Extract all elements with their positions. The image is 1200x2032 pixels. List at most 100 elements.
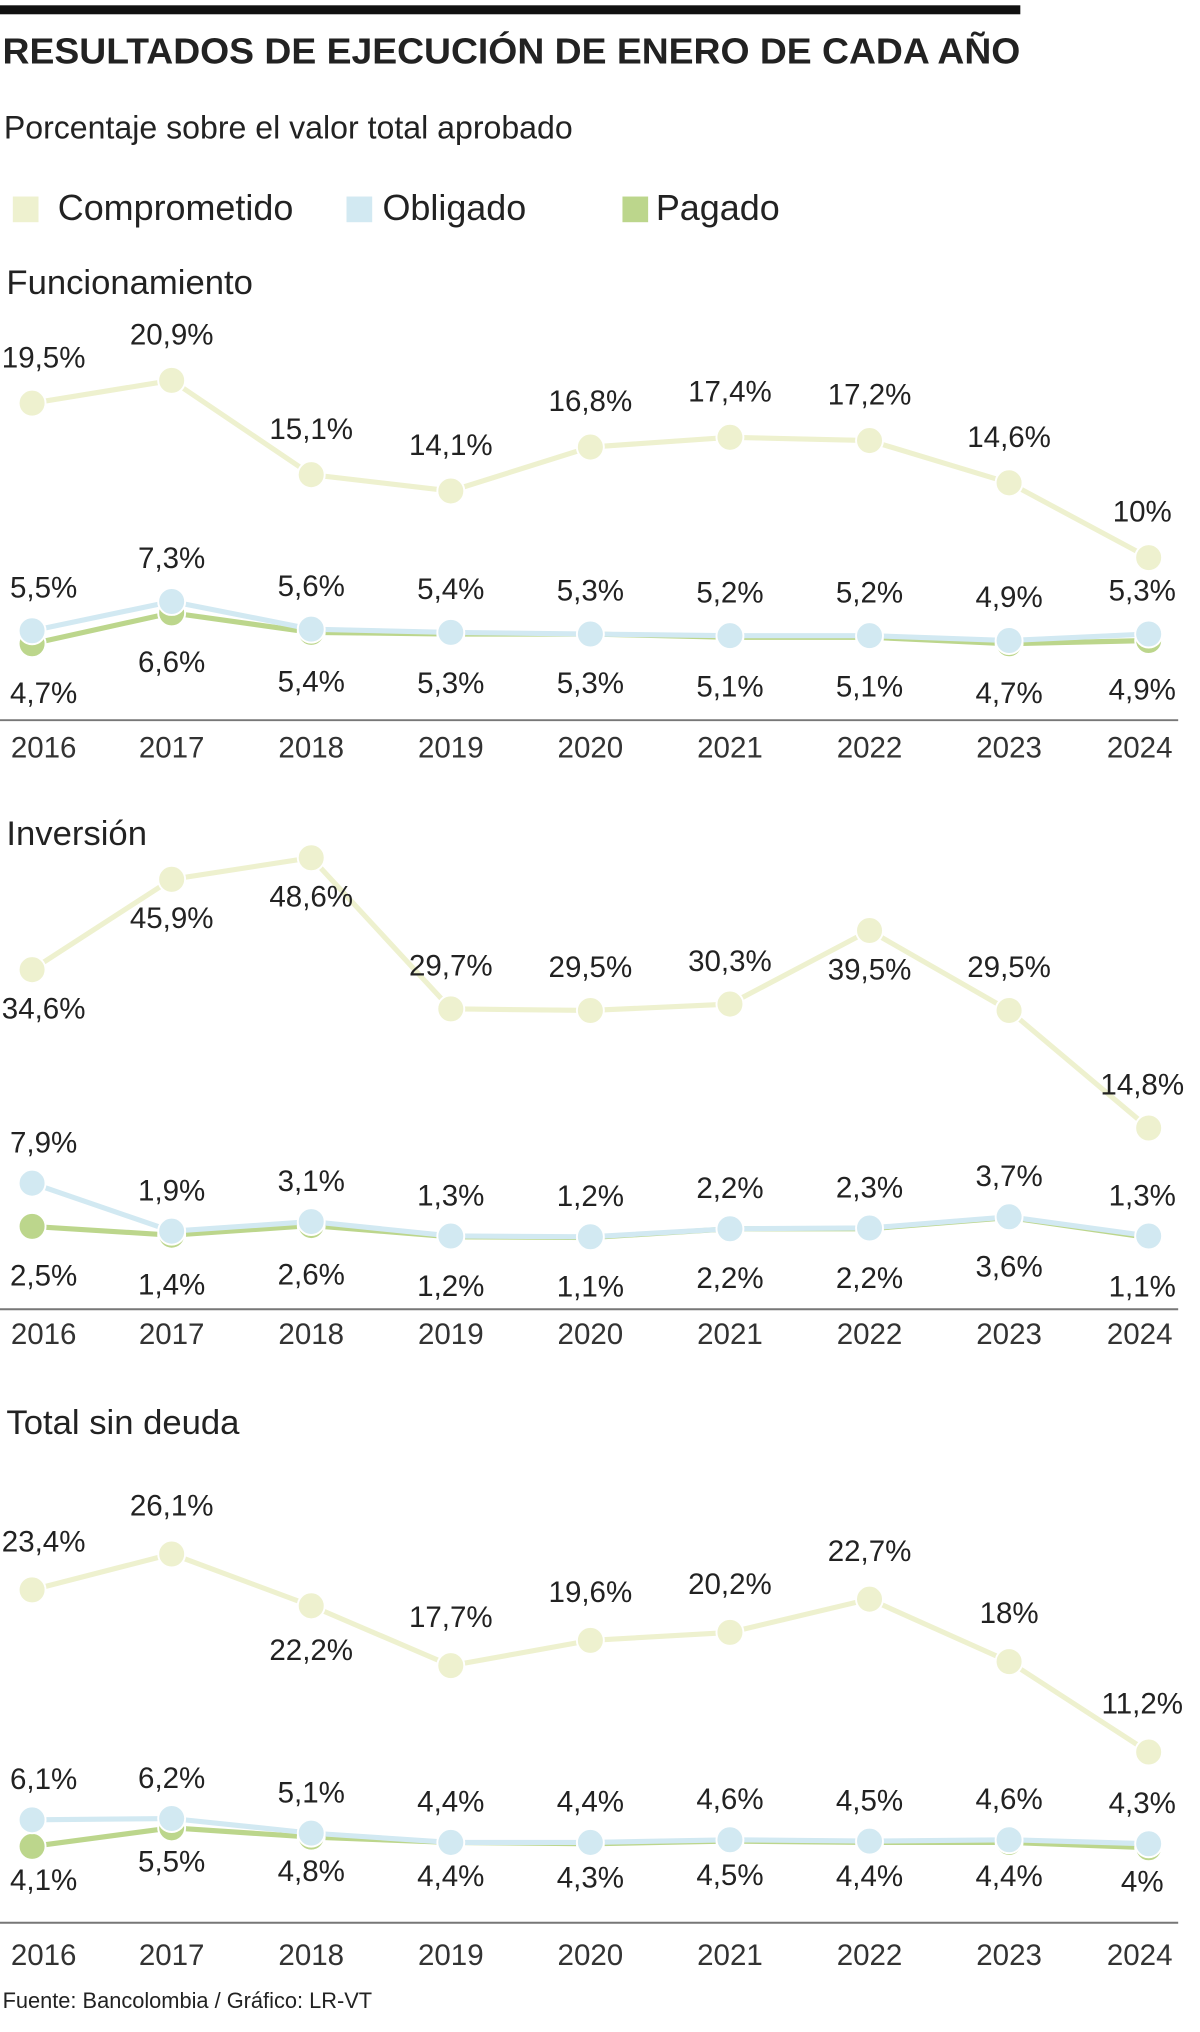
data-label: 19,6%: [549, 1576, 633, 1609]
data-label: 4,3%: [1109, 1787, 1176, 1820]
data-point: [575, 1625, 605, 1655]
data-point: [157, 587, 187, 616]
data-point: [575, 1827, 605, 1857]
data-label: 34,6%: [2, 993, 86, 1026]
legend-label: Obligado: [382, 187, 526, 228]
data-point: [17, 1831, 47, 1861]
data-label: 1,3%: [1109, 1179, 1176, 1212]
data-label: 4,1%: [10, 1864, 77, 1897]
data-point: [1134, 1829, 1164, 1859]
data-label: 5,1%: [836, 670, 903, 703]
x-tick-label: 2022: [837, 1939, 903, 1972]
data-label: 15,1%: [269, 413, 353, 446]
data-label: 14,8%: [1100, 1069, 1184, 1102]
data-label: 6,1%: [10, 1763, 77, 1796]
data-label: 3,7%: [975, 1160, 1042, 1193]
data-point: [715, 621, 745, 651]
data-label: 22,7%: [828, 1535, 912, 1568]
x-tick-label: 2018: [278, 731, 344, 764]
data-label: 4,5%: [836, 1784, 903, 1817]
data-label: 20,2%: [688, 1568, 772, 1601]
data-label: 7,3%: [138, 542, 205, 575]
x-tick-label: 2023: [976, 1939, 1042, 1972]
data-label: 1,9%: [138, 1174, 205, 1207]
data-label: 4,7%: [975, 677, 1042, 710]
data-label: 5,6%: [278, 570, 345, 603]
data-label: 1,1%: [557, 1271, 624, 1304]
data-point: [436, 617, 466, 647]
data-label: 4,5%: [696, 1859, 763, 1892]
data-label: 6,6%: [138, 646, 205, 679]
data-point: [1134, 1737, 1164, 1767]
data-point: [296, 460, 326, 490]
data-point: [715, 1214, 745, 1244]
chart-title: Funcionamiento: [6, 264, 252, 302]
data-point: [157, 1539, 187, 1569]
x-tick-label: 2017: [139, 731, 205, 764]
data-label: 14,1%: [409, 429, 493, 462]
x-tick-label: 2016: [11, 1318, 77, 1351]
data-label: 5,4%: [417, 573, 484, 606]
data-label: 4,4%: [417, 1860, 484, 1893]
x-tick-label: 2022: [837, 731, 903, 764]
x-tick-label: 2016: [11, 1939, 77, 1972]
source: Fuente: Bancolombia / Gráfico: LR-VT: [3, 1988, 373, 2013]
x-tick-label: 2024: [1107, 1939, 1173, 1972]
x-tick-label: 2019: [418, 1318, 484, 1351]
data-label: 5,1%: [696, 670, 763, 703]
data-point: [575, 619, 605, 649]
data-label: 5,3%: [557, 575, 624, 608]
data-label: 5,3%: [1109, 575, 1176, 608]
legend-swatch: [12, 196, 39, 223]
data-label: 2,3%: [836, 1171, 903, 1204]
x-tick-label: 2019: [418, 1939, 484, 1972]
data-point: [17, 388, 47, 418]
subtitle: Porcentaje sobre el valor total aprobado: [4, 109, 573, 145]
data-point: [855, 621, 884, 651]
x-tick-label: 2019: [418, 731, 484, 764]
data-point: [17, 955, 47, 985]
data-point: [296, 614, 326, 644]
series-line: [30, 854, 1151, 1130]
data-point: [1134, 619, 1164, 649]
data-label: 5,3%: [417, 667, 484, 700]
data-label: 5,2%: [836, 576, 903, 609]
data-label: 39,5%: [828, 953, 912, 986]
data-point: [575, 996, 605, 1025]
data-label: 19,5%: [2, 341, 86, 374]
data-point: [436, 476, 466, 506]
data-point: [157, 1216, 187, 1246]
data-point: [715, 1617, 745, 1647]
data-point: [296, 1207, 326, 1237]
data-label: 30,3%: [688, 945, 772, 978]
data-label: 48,6%: [269, 881, 353, 914]
data-point: [855, 916, 884, 945]
data-label: 1,2%: [417, 1270, 484, 1303]
data-point: [17, 1575, 47, 1605]
data-point: [994, 1647, 1024, 1677]
data-label: 29,5%: [967, 951, 1051, 984]
data-label: 4,4%: [557, 1786, 624, 1819]
data-label: 14,6%: [967, 421, 1051, 454]
data-point: [994, 1825, 1024, 1855]
data-label: 17,7%: [409, 1601, 493, 1634]
x-tick-label: 2020: [558, 1318, 624, 1351]
x-tick-label: 2023: [976, 731, 1042, 764]
x-tick-label: 2022: [837, 1318, 903, 1351]
x-tick-label: 2024: [1107, 1318, 1173, 1351]
legend-label: Pagado: [656, 187, 780, 228]
data-point: [17, 616, 47, 646]
data-label: 1,3%: [417, 1179, 484, 1212]
top-bar: [0, 5, 1021, 15]
data-label: 2,2%: [696, 1172, 763, 1205]
data-point: [855, 426, 884, 455]
data-label: 3,1%: [278, 1165, 345, 1198]
data-label: 10%: [1113, 496, 1172, 529]
x-tick-label: 2018: [278, 1318, 344, 1351]
data-label: 22,2%: [269, 1634, 353, 1667]
data-point: [17, 1805, 47, 1835]
data-label: 3,6%: [975, 1251, 1042, 1284]
x-tick-label: 2020: [558, 1939, 624, 1972]
data-label: 1,2%: [557, 1180, 624, 1213]
